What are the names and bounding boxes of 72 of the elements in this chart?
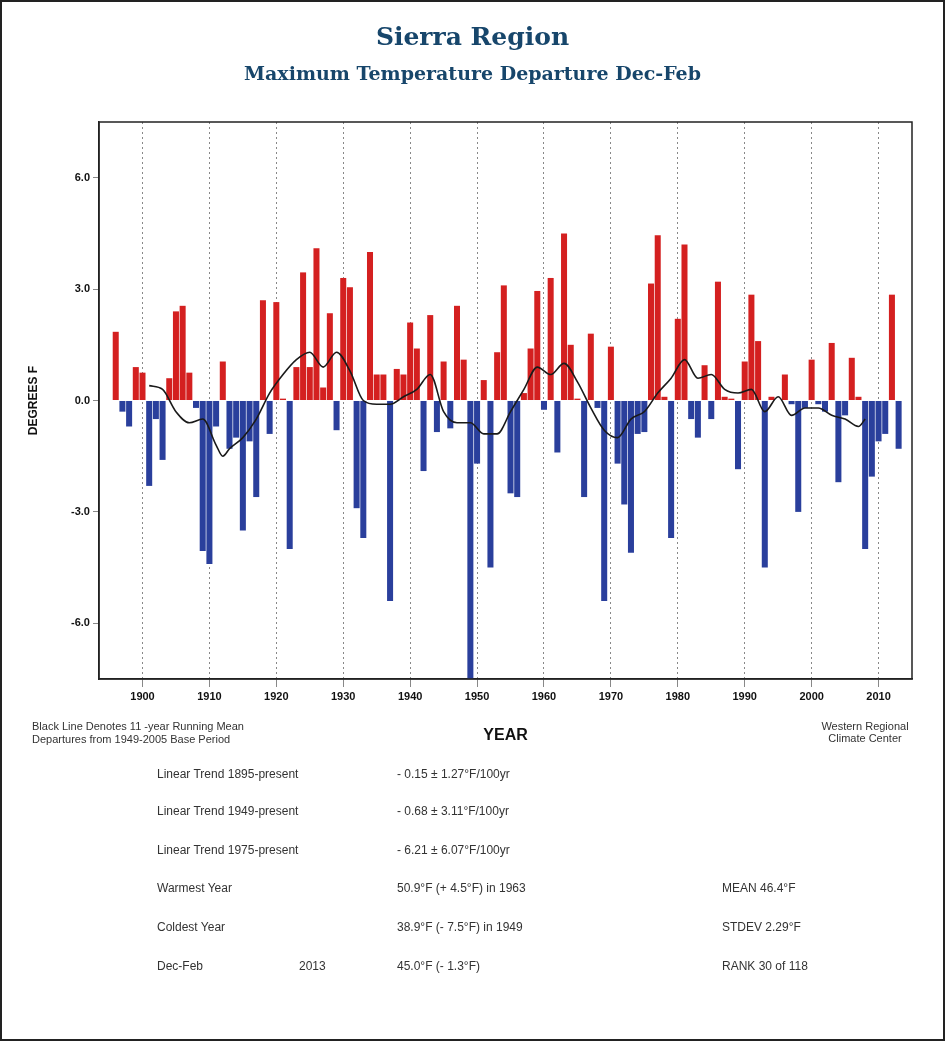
- bar: [333, 401, 340, 431]
- y-tick-label: -6.0: [71, 616, 90, 629]
- x-tick-label: 2010: [866, 689, 891, 702]
- text: Linear Trend 1895-present: [157, 767, 299, 781]
- bar: [427, 315, 434, 400]
- x-tick-label: 1920: [264, 689, 289, 702]
- text: Warmest Year: [157, 881, 232, 895]
- y-tick-label: 0.0: [74, 393, 90, 406]
- bar: [761, 401, 768, 568]
- x-tick-label: 1960: [531, 689, 557, 702]
- y-tick-label: -3.0: [71, 504, 90, 517]
- bar: [888, 294, 895, 400]
- bar: [420, 401, 427, 472]
- bar: [808, 359, 815, 400]
- bar: [708, 401, 715, 420]
- x-tick-label: 1980: [665, 689, 691, 702]
- bar: [895, 401, 902, 449]
- bar: [735, 401, 742, 470]
- text: RANK 30 of 118: [722, 959, 808, 973]
- bar: [607, 346, 614, 400]
- text: 38.9°F (- 7.5°F) in 1949: [397, 920, 523, 934]
- text: STDEV 2.29°F: [722, 920, 801, 934]
- text: 2013: [299, 959, 326, 973]
- bar: [701, 365, 708, 400]
- text: Western Regional Climate Center: [820, 720, 910, 744]
- bar: [219, 361, 226, 400]
- text: 45.0°F (- 1.3°F): [397, 959, 480, 973]
- x-tick-label: 1990: [732, 689, 757, 702]
- text: Dec-Feb: [157, 959, 204, 973]
- text: Coldest Year: [157, 920, 226, 934]
- text: MEAN 46.4°F: [722, 881, 796, 895]
- bar: [540, 401, 547, 410]
- y-tick-label: 6.0: [74, 170, 90, 183]
- text: 50.9°F (+ 4.5°F) in 1963: [397, 881, 526, 895]
- y-tick-label: 3.0: [74, 282, 90, 295]
- y-axis-title: DEGREES F: [25, 365, 40, 436]
- bar: [781, 374, 788, 400]
- bar: [286, 401, 293, 550]
- text: Linear Trend 1975-present: [157, 843, 299, 857]
- bar: [547, 277, 554, 400]
- x-tick-label: 1930: [330, 689, 356, 702]
- bar: [266, 401, 273, 434]
- x-tick-label: 1940: [397, 689, 423, 702]
- bar: [480, 380, 487, 400]
- text: Departures from 1949-2005 Base Period: [32, 733, 231, 745]
- bar: [828, 342, 835, 400]
- bar: [554, 401, 561, 453]
- x-axis-title: YEAR: [483, 725, 529, 743]
- bar: [433, 401, 440, 433]
- chart-title: Sierra Region: [374, 22, 571, 51]
- bar: [581, 401, 588, 498]
- bar: [387, 401, 394, 602]
- bar: [668, 401, 675, 538]
- x-tick-label: 1900: [130, 689, 155, 702]
- bar: [112, 331, 119, 400]
- x-tick-label: 1970: [598, 689, 624, 702]
- x-tick-label: 1950: [464, 689, 490, 702]
- text: - 6.21 ± 6.07°F/100yr: [397, 843, 510, 857]
- bar: [487, 401, 494, 568]
- bar: [768, 396, 775, 400]
- text: Black Line Denotes 11 -year Running Mean: [32, 720, 244, 732]
- bar: [440, 361, 447, 400]
- text: - 0.68 ± 3.11°F/100yr: [397, 804, 509, 818]
- chart-subtitle: Maximum Temperature Departure Dec-Feb: [243, 62, 702, 84]
- bar: [447, 401, 454, 429]
- bar: [587, 333, 594, 400]
- x-tick-label: 1910: [197, 689, 222, 702]
- x-tick-label: 2000: [799, 689, 824, 702]
- bar: [259, 300, 266, 400]
- text: Linear Trend 1949-present: [157, 804, 299, 818]
- line-series: [148, 351, 866, 457]
- text: - 0.15 ± 1.27°F/100yr: [397, 767, 510, 781]
